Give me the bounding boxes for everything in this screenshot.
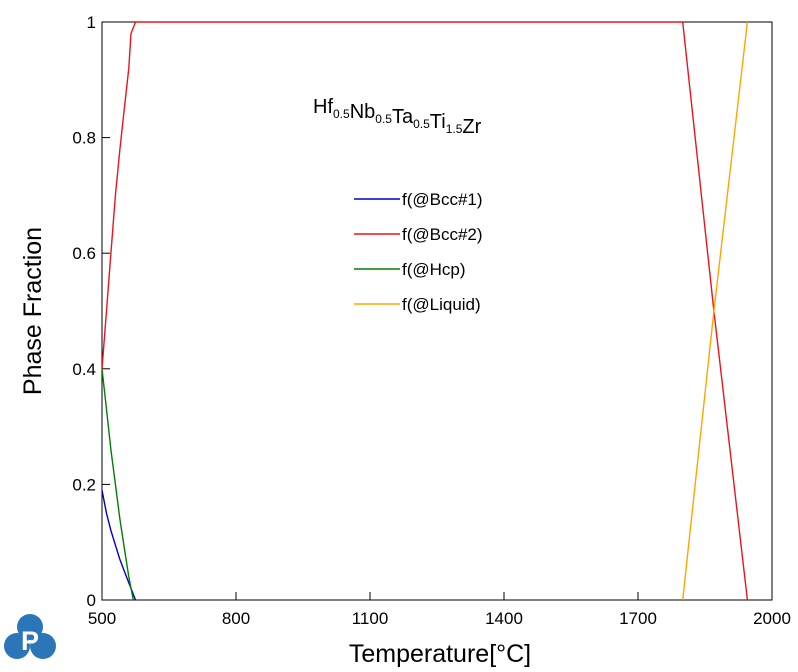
x-tick-label: 800 <box>222 609 250 628</box>
title-subscript: 0.5 <box>375 112 392 126</box>
title-element: Nb <box>350 101 376 123</box>
x-tick-label: 2000 <box>753 609 791 628</box>
title-element: Ti <box>430 111 446 133</box>
title-subscript: 1.5 <box>446 122 463 136</box>
y-tick-label: 0.4 <box>72 360 96 379</box>
series-lines <box>102 22 749 600</box>
x-tick-label: 1100 <box>352 609 389 628</box>
logo-icon: P <box>4 614 56 659</box>
title-subscript: 0.5 <box>333 107 350 121</box>
logo-letter: P <box>21 626 39 656</box>
series-line-2 <box>102 22 749 600</box>
series-line-4 <box>682 22 749 600</box>
y-tick-label: 0.2 <box>72 475 96 494</box>
legend-label-4: f(@Liquid) <box>402 295 481 314</box>
title-element: Hf <box>313 96 333 118</box>
y-tick-label: 0.8 <box>72 129 96 148</box>
x-axis-title: Temperature[°C] <box>349 640 531 668</box>
y-axis-title: Phase Fraction <box>19 227 47 395</box>
series-line-3 <box>102 368 134 600</box>
legend-label-2: f(@Bcc#2) <box>402 225 483 244</box>
title-element: Ta <box>392 106 414 128</box>
legend: f(@Bcc#1) f(@Bcc#2) f(@Hcp) f(@Liquid) <box>354 190 483 314</box>
x-axis: 500 800 1100 1400 1700 2000 <box>88 592 791 628</box>
y-tick-label: 0.6 <box>72 244 96 263</box>
legend-label-3: f(@Hcp) <box>402 260 466 279</box>
y-tick-label: 1 <box>87 13 96 32</box>
chart-title: Hf0.5Nb0.5Ta0.5Ti1.5Zr <box>313 96 482 138</box>
y-tick-label: 0 <box>87 591 96 610</box>
x-tick-label: 1700 <box>619 609 657 628</box>
x-tick-label: 500 <box>88 609 116 628</box>
title-subscript: 0.5 <box>413 117 430 131</box>
y-axis: 0 0.2 0.4 0.6 0.8 1 <box>72 13 110 610</box>
legend-label-1: f(@Bcc#1) <box>402 190 483 209</box>
title-element: Zr <box>462 116 481 138</box>
x-tick-label: 1400 <box>485 609 523 628</box>
